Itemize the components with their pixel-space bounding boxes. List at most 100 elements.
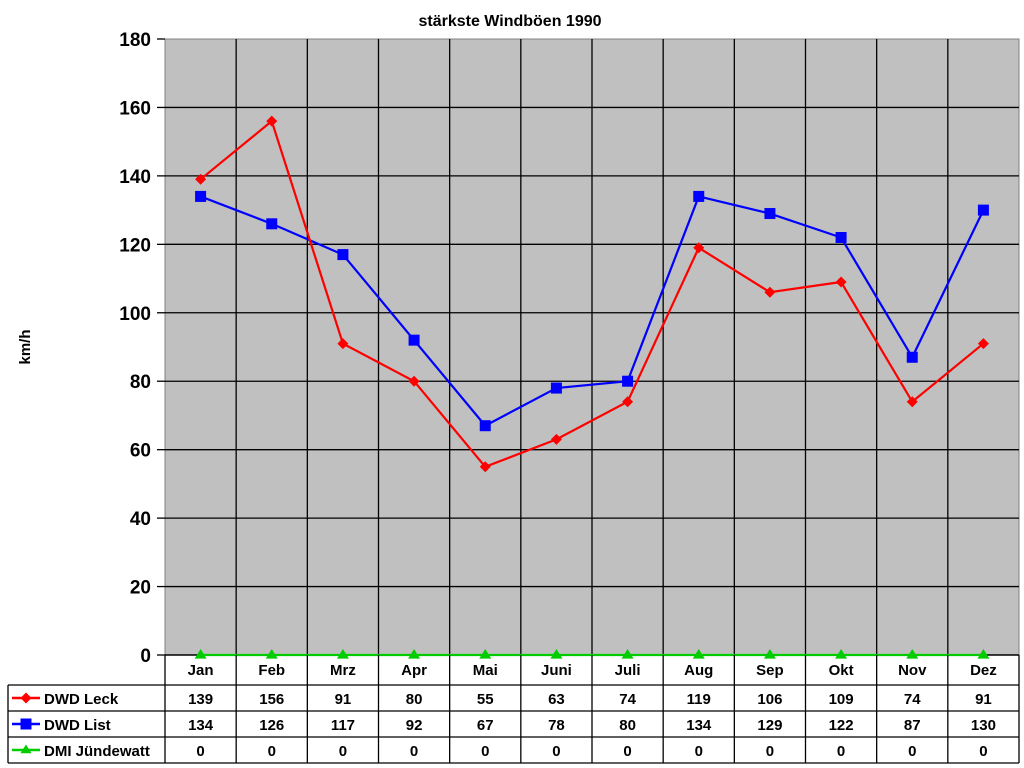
table-cell: 91 <box>335 691 352 708</box>
table-cell: 0 <box>695 743 703 760</box>
table-cell: 0 <box>766 743 774 760</box>
triangle-marker <box>479 649 492 659</box>
y-tick-label: 160 <box>119 98 151 119</box>
table-row: DMI Jündewatt 0 0 0 0 0 0 0 0 0 0 0 0 <box>12 743 988 760</box>
diamond-marker <box>906 396 918 408</box>
x-category-label: Juni <box>541 662 572 679</box>
table-cell: 139 <box>188 691 213 708</box>
square-marker <box>479 420 491 432</box>
table-cell: 0 <box>623 743 631 760</box>
square-marker <box>906 351 918 363</box>
table-cell: 87 <box>904 717 921 734</box>
table-cell: 119 <box>687 691 711 708</box>
table-cell: 80 <box>619 717 636 734</box>
table-cell: 134 <box>188 717 214 734</box>
triangle-marker <box>336 649 349 659</box>
square-marker <box>337 249 349 261</box>
x-category-label: Mai <box>473 662 498 679</box>
x-category-label: Feb <box>258 662 285 679</box>
table-cell: 80 <box>406 691 423 708</box>
x-category-label: Apr <box>401 662 427 679</box>
table-row: DWD Leck 139 156 91 80 55 63 74 119 106 109 74 91 <box>12 691 992 708</box>
y-tick-label: 60 <box>130 441 151 462</box>
table-cell: 0 <box>837 743 845 760</box>
table-cell: 55 <box>477 691 494 708</box>
table-cell: 0 <box>268 743 276 760</box>
chart-title: stärkste Windböen 1990 <box>418 13 601 30</box>
x-category-label: Dez <box>970 662 997 679</box>
table-cell: 0 <box>196 743 204 760</box>
triangle-marker <box>692 649 705 659</box>
diamond-marker <box>764 286 776 298</box>
diamond-marker <box>408 375 420 387</box>
triangle-marker <box>550 649 563 659</box>
table-cell: 0 <box>552 743 560 760</box>
table-cell: 91 <box>975 691 992 708</box>
legend-label: DMI Jündewatt <box>44 743 150 760</box>
diamond-marker <box>977 338 989 350</box>
table-cell: 74 <box>904 691 921 708</box>
table-cell: 0 <box>339 743 347 760</box>
x-category-label: Aug <box>684 662 713 679</box>
table-cell: 134 <box>686 717 712 734</box>
y-tick-label: 40 <box>130 509 151 530</box>
y-tick-label: 120 <box>119 235 151 256</box>
triangle-marker <box>621 649 634 659</box>
square-marker <box>550 382 562 394</box>
table-cell: 67 <box>477 717 494 734</box>
diamond-marker <box>195 173 207 185</box>
square-marker <box>764 208 776 220</box>
table-cell: 122 <box>829 717 854 734</box>
table-row: DWD List 134 126 117 92 67 78 80 134 129 122 87 130 <box>12 717 996 734</box>
triangle-marker <box>20 744 32 754</box>
table-cell: 129 <box>757 717 782 734</box>
legend-label: DWD List <box>44 717 111 734</box>
table-cell: 156 <box>259 691 284 708</box>
series-line <box>200 195 985 428</box>
x-category-label: Okt <box>829 662 854 679</box>
square-marker <box>408 334 420 346</box>
diamond-marker <box>835 276 847 288</box>
table-cell: 78 <box>548 717 565 734</box>
series-dwd-leck <box>195 115 989 473</box>
table-cell: 92 <box>406 717 423 734</box>
table-cell: 74 <box>619 691 636 708</box>
table-cell: 106 <box>757 691 782 708</box>
square-marker <box>977 204 989 216</box>
table-cell: 0 <box>410 743 418 760</box>
data-table: Jan Feb Mrz Apr Mai Juni Juli Aug Sep Okt Nov Dez DW… <box>7 655 1020 764</box>
triangle-marker <box>906 649 919 659</box>
plot-area <box>164 38 1020 656</box>
table-cell: 63 <box>548 691 565 708</box>
square-marker <box>266 218 278 230</box>
table-cell: 117 <box>331 717 355 734</box>
series-line <box>199 119 985 469</box>
square-marker <box>835 231 847 243</box>
table-cell: 0 <box>481 743 489 760</box>
square-marker <box>20 718 32 730</box>
square-marker <box>693 190 705 202</box>
table-cell: 109 <box>829 691 854 708</box>
triangle-marker <box>977 649 990 659</box>
y-tick-label: 140 <box>119 167 151 188</box>
table-cell: 126 <box>259 717 284 734</box>
square-marker <box>622 375 634 387</box>
x-category-label: Nov <box>898 662 927 679</box>
table-cell: 0 <box>979 743 987 760</box>
triangle-marker <box>265 649 278 659</box>
series-dwd-list <box>195 190 989 432</box>
x-category-label: Sep <box>756 662 784 679</box>
y-tick-label: 100 <box>119 304 151 325</box>
y-tick-label: 20 <box>130 578 151 599</box>
diamond-marker <box>693 242 705 254</box>
diamond-marker <box>550 433 562 445</box>
x-category-label: Jan <box>188 662 214 679</box>
y-tick-label: 80 <box>130 372 151 393</box>
series-lines <box>194 115 990 659</box>
x-category-label: Juli <box>615 662 641 679</box>
y-tick-label: 180 <box>119 30 151 51</box>
diamond-marker <box>20 692 32 704</box>
square-marker <box>195 190 207 202</box>
diamond-marker <box>479 461 491 473</box>
